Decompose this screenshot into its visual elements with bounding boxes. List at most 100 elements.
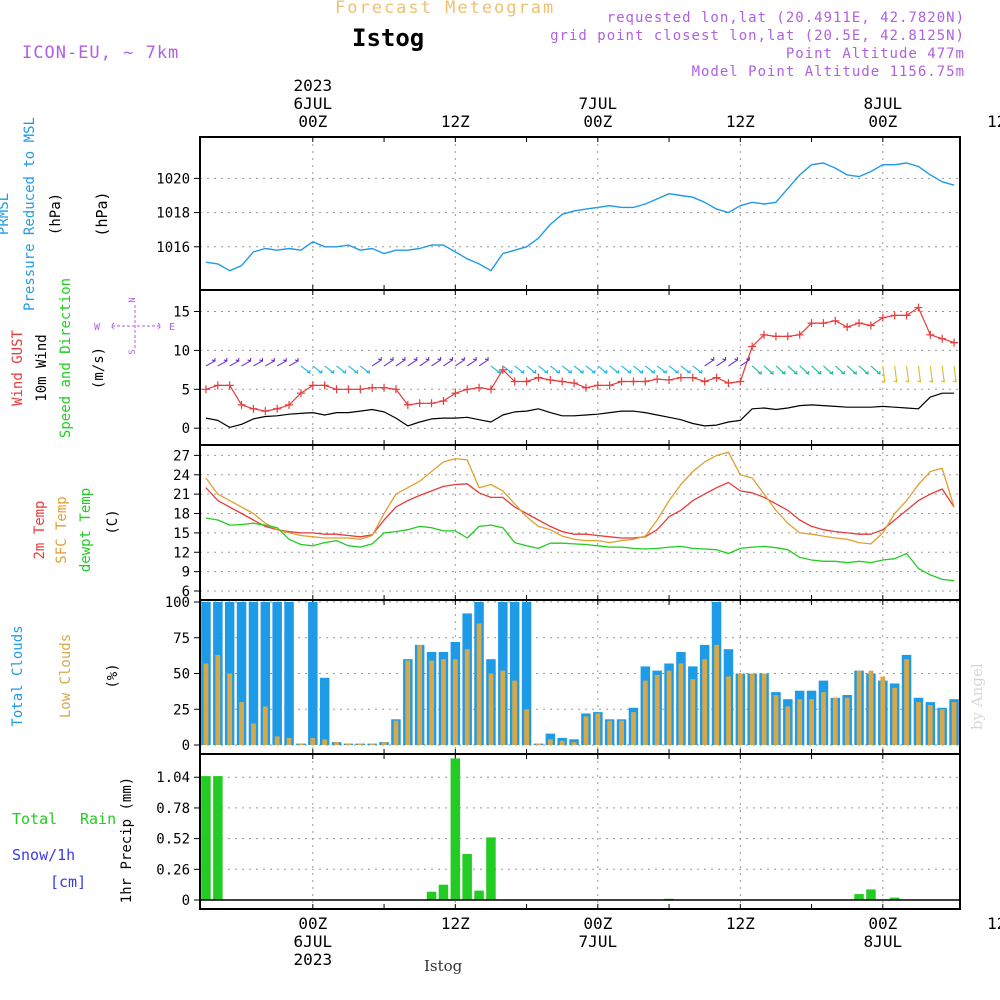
wind-axis-label: Speed and Direction — [58, 278, 74, 438]
wind-direction-arrow — [276, 357, 287, 367]
rain-bar — [462, 854, 472, 900]
low-cloud-bar — [274, 736, 280, 745]
gust-marker — [819, 319, 828, 328]
gust-marker — [593, 381, 602, 390]
clouds-ytick-label: 50 — [173, 667, 190, 683]
gust-marker — [451, 389, 460, 398]
gust-marker — [427, 399, 436, 408]
time-label-top: 12Z — [726, 112, 755, 131]
time-label-top: 12Z — [987, 112, 1000, 131]
time-label-bottom: 2023 — [294, 950, 333, 969]
low-cloud-bar — [203, 663, 209, 745]
low-cloud-bar — [334, 742, 339, 745]
wind-direction-arrow — [348, 365, 358, 374]
low-cloud-bar — [441, 659, 446, 745]
clouds-ytick-label: 0 — [182, 738, 190, 754]
gust-marker — [914, 303, 923, 312]
precip-ytick-label: 1.04 — [156, 770, 190, 786]
low-cloud-bar — [215, 654, 221, 745]
rain-bar — [450, 758, 461, 900]
gust-marker — [700, 377, 709, 386]
low-cloud-bar — [666, 670, 672, 745]
precip-ytick-label: 0.52 — [156, 832, 190, 848]
time-label-top: 8JUL — [864, 94, 903, 113]
gust-marker — [878, 313, 887, 322]
wind-direction-arrow — [787, 365, 798, 375]
low-cloud-bar — [773, 695, 779, 745]
low-cloud-bar — [429, 660, 434, 745]
low-cloud-bar — [880, 676, 886, 745]
total-cloud-bar — [236, 602, 247, 745]
time-label-bottom: 7JUL — [579, 932, 618, 951]
low-cloud-bar — [464, 649, 470, 745]
gust-marker — [285, 400, 294, 409]
wind-direction-arrow — [407, 356, 418, 367]
low-cloud-bar — [951, 702, 957, 745]
low-cloud-bar — [690, 679, 696, 745]
low-cloud-bar — [619, 720, 624, 745]
wind-axis-label: Wind GUST — [10, 330, 26, 406]
wind-direction-arrow — [395, 356, 406, 367]
low-cloud-bar — [761, 673, 767, 745]
gust-marker — [356, 385, 365, 394]
gust-marker — [237, 400, 246, 409]
pressure-ytick-label: 1020 — [156, 171, 190, 187]
temp-ytick-label: 27 — [173, 448, 190, 464]
time-label-bottom: 6JUL — [294, 932, 333, 951]
low-cloud-bar — [310, 737, 316, 745]
wind-direction-arrow — [419, 356, 430, 367]
total-cloud-bar — [509, 602, 520, 745]
gust-marker — [510, 377, 519, 386]
wind-direction-arrow — [716, 356, 727, 367]
gust-marker — [605, 381, 614, 390]
wind-direction-arrow — [740, 356, 750, 367]
low-cloud-bar — [524, 709, 529, 746]
gust-line — [205, 307, 955, 412]
rain-bar — [474, 890, 484, 900]
temp-axis-label: 2m Temp — [32, 500, 48, 559]
gust-marker — [273, 404, 282, 413]
gust-marker — [926, 330, 935, 339]
temp-ytick-label: 15 — [173, 526, 190, 542]
pressure-frame — [199, 136, 961, 291]
footer-station: Istog — [424, 957, 463, 975]
clouds-axis-label: (%) — [105, 663, 121, 688]
low-cloud-bar — [571, 742, 577, 745]
gust-marker — [415, 399, 424, 408]
wind-ytick-label: 5 — [182, 382, 190, 398]
low-cloud-bar — [607, 720, 613, 745]
low-cloud-bar — [785, 706, 791, 745]
temp-sfc-line — [205, 451, 955, 545]
model-label: ICON-EU, ~ 7km — [22, 43, 180, 63]
gust-marker — [712, 373, 721, 382]
gust-marker — [368, 383, 377, 392]
legend-snow: Snow/1h — [12, 846, 75, 864]
wind-direction-arrow — [799, 365, 810, 375]
wind-direction-arrow — [881, 365, 886, 383]
gust-marker — [760, 330, 769, 339]
clouds-axis-label: Total Clouds — [10, 625, 26, 726]
wind-direction-arrow — [597, 365, 608, 374]
gust-marker — [522, 377, 531, 386]
precip-frame — [199, 753, 961, 910]
gust-marker — [676, 373, 685, 382]
gust-marker — [546, 375, 555, 384]
legend-rain: Rain — [80, 810, 116, 828]
gust-marker — [320, 381, 329, 390]
gust-marker — [249, 404, 258, 413]
rain-bar — [866, 889, 876, 900]
gust-marker — [724, 379, 733, 388]
gust-marker — [938, 334, 947, 343]
time-label-bottom: 8JUL — [864, 932, 903, 951]
gust-marker — [629, 377, 638, 386]
temp-ytick-label: 12 — [173, 545, 190, 561]
low-cloud-bar — [832, 697, 838, 745]
time-label-top: 00Z — [868, 112, 897, 131]
gust-marker — [225, 381, 234, 390]
temp-ytick-label: 24 — [173, 468, 190, 484]
total-cloud-bar — [319, 677, 330, 745]
wind-direction-arrow — [692, 365, 703, 374]
temp-2m-line — [205, 481, 955, 539]
wind-direction-arrow — [621, 365, 632, 374]
gust-marker — [558, 377, 567, 386]
